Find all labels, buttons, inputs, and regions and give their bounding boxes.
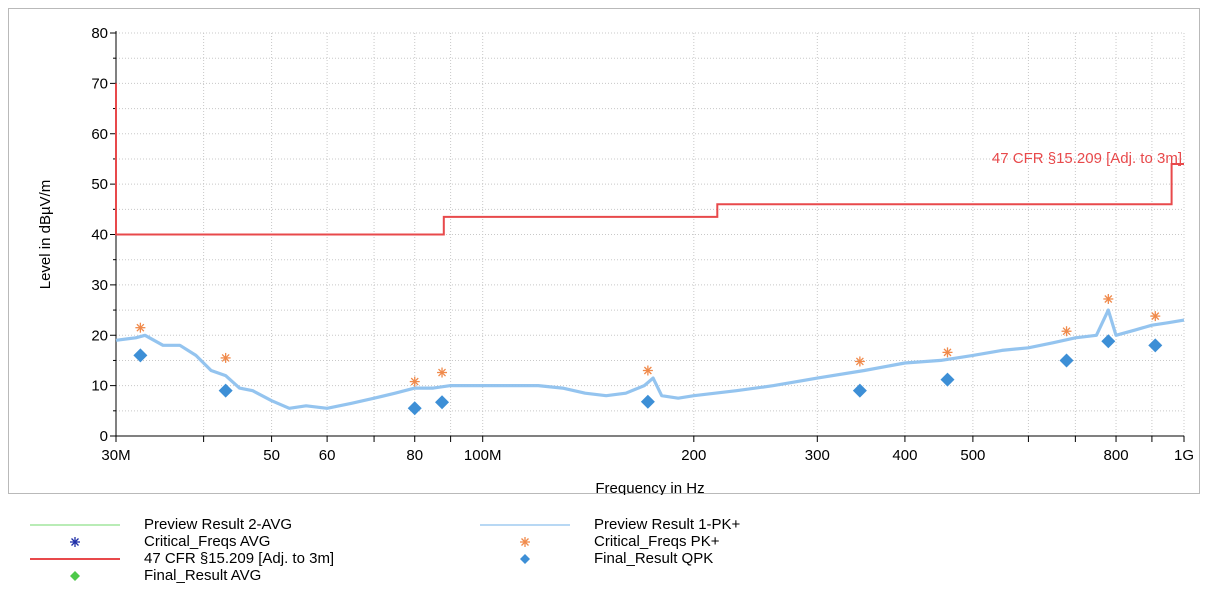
legend-item: Final_Result QPK: [480, 550, 900, 568]
limit-line: [115, 83, 1184, 236]
axes: 0 10 20 30 40 50 60 70 80 30M 50 60 80 100M 200 300 400 5…: [91, 25, 1194, 464]
final-result-qpk-point: [407, 401, 422, 416]
legend-symbol: [520, 554, 530, 564]
critical-freq-pk-point: [1103, 293, 1114, 304]
legend-label: Critical_Freqs AVG: [144, 533, 271, 550]
x-tick-label: 200: [681, 447, 706, 464]
legend-label: Final_Result AVG: [144, 567, 262, 584]
x-tick-label: 30M: [101, 447, 130, 464]
final-result-qpk-point: [852, 383, 867, 398]
legend-item: 47 CFR §15.209 [Adj. to 3m]: [30, 550, 450, 568]
critical-freq-pk-point: [135, 322, 146, 333]
legend-label: Final_Result QPK: [594, 550, 714, 567]
y-tick-label: 30: [91, 277, 108, 294]
x-tick-label: 800: [1104, 447, 1129, 464]
legend-symbol: [70, 537, 80, 547]
legend-asterisk-swatch: [70, 537, 80, 547]
legend-item: Critical_Freqs PK+: [480, 533, 900, 551]
final-result-qpk-point: [1101, 334, 1116, 349]
legend-diamond-swatch: [520, 554, 530, 564]
final-result-qpk-point: [940, 372, 955, 387]
final-result-qpk-point: [218, 383, 233, 398]
final-result-qpk-point: [640, 394, 655, 409]
legend-label: Critical_Freqs PK+: [594, 533, 720, 550]
x-tick-label: 1G: [1174, 447, 1194, 464]
legend-item: Preview Result 2-AVG: [30, 516, 450, 534]
legend-diamond-swatch: [70, 571, 80, 581]
y-tick-label: 50: [91, 176, 108, 193]
legend-item: Final_Result AVG: [30, 567, 450, 585]
legend-symbol: [70, 571, 80, 581]
chart-frame: 0 10 20 30 40 50 60 70 80 30M 50 60 80 100M 200 300 400 5…: [8, 8, 1200, 495]
y-axis-title: Level in dBµV/m: [37, 180, 54, 290]
x-tick-label: 80: [406, 447, 423, 464]
y-tick-label: 20: [91, 327, 108, 344]
legend-symbol: [30, 558, 120, 560]
critical-freq-pk-point: [942, 347, 953, 358]
legend: Preview Result 2-AVG Preview Result 1-PK+…: [0, 516, 1208, 602]
legend-symbol: [480, 524, 570, 526]
x-tick-label: 50: [263, 447, 280, 464]
critical-freq-pk-point: [220, 352, 231, 363]
critical-freq-pk-point: [854, 356, 865, 367]
legend-asterisk-swatch: [520, 537, 530, 547]
y-tick-label: 0: [100, 428, 108, 445]
y-tick-label: 40: [91, 227, 108, 244]
x-axis-title: Frequency in Hz: [595, 480, 704, 495]
y-tick-label: 70: [91, 75, 108, 92]
y-tick-label: 10: [91, 378, 108, 395]
series: [115, 83, 1185, 416]
final-result-qpk-point: [435, 395, 450, 410]
y-tick-label: 80: [91, 25, 108, 42]
legend-item: Critical_Freqs AVG: [30, 533, 450, 551]
critical-freq-pk-point: [437, 367, 448, 378]
y-tick-label: 60: [91, 126, 108, 143]
legend-item: Preview Result 1-PK+: [480, 516, 900, 534]
final-result-qpk-point: [133, 348, 148, 363]
critical-freq-pk-point: [1150, 311, 1161, 322]
critical-freq-pk-point: [1061, 326, 1072, 337]
final-result-qpk-point: [1059, 353, 1074, 368]
legend-label: Preview Result 1-PK+: [594, 516, 741, 533]
final-result-qpk-point: [1148, 338, 1163, 353]
x-tick-label: 60: [319, 447, 336, 464]
limit-line-label: 47 CFR §15.209 [Adj. to 3m]: [992, 150, 1182, 167]
legend-label: Preview Result 2-AVG: [144, 516, 293, 533]
legend-symbol: [30, 524, 120, 526]
critical-freq-pk-point: [642, 365, 653, 376]
grid: [116, 32, 1185, 436]
x-tick-label: 400: [892, 447, 917, 464]
legend-label: 47 CFR §15.209 [Adj. to 3m]: [144, 550, 335, 567]
legend-symbol: [520, 537, 530, 547]
x-tick-label: 100M: [464, 447, 502, 464]
x-tick-label: 500: [960, 447, 985, 464]
critical-freq-pk-point: [409, 376, 420, 387]
x-tick-label: 300: [805, 447, 830, 464]
emission-chart: 0 10 20 30 40 50 60 70 80 30M 50 60 80 100M 200 300 400 5…: [37, 25, 1194, 495]
pk-trace-line: [115, 308, 1185, 410]
